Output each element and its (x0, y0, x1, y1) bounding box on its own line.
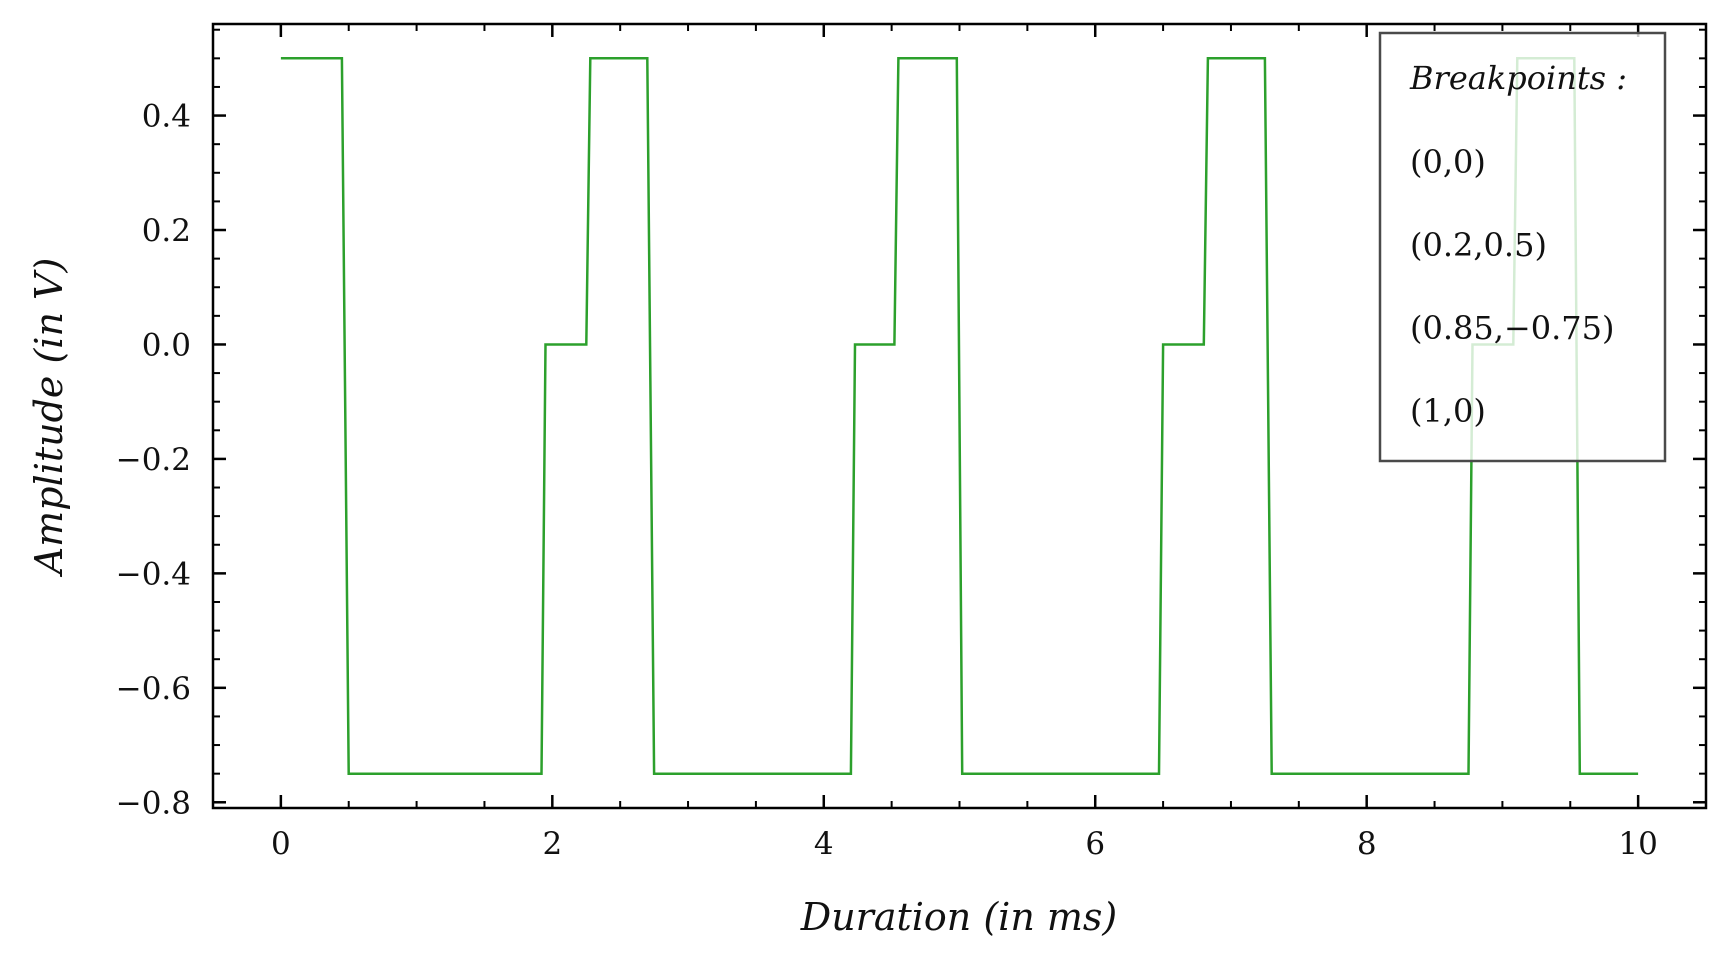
x-tick-label: 8 (1357, 826, 1377, 862)
x-axis-label: Duration (in ms) (800, 895, 1118, 939)
legend-box (1378, 31, 1667, 463)
legend: Breakpoints : (0,0) (0.2,0.5) (0.85,−0.7… (1378, 31, 1667, 463)
legend-entry: (0.2,0.5) (1410, 226, 1547, 264)
y-tick-label: −0.2 (116, 442, 191, 478)
y-tick-label: 0.0 (142, 327, 191, 363)
y-tick-label: 0.4 (142, 99, 191, 135)
y-axis-label: Amplitude (in V) (27, 258, 71, 578)
major-ticks (213, 24, 1706, 808)
y-tick-label: −0.6 (116, 671, 191, 707)
x-tick-labels: 0 2 4 6 8 10 (271, 826, 1658, 862)
legend-entry: (1,0) (1410, 392, 1486, 430)
y-tick-labels: 0.4 0.2 0.0 −0.2 −0.4 −0.6 −0.8 (116, 99, 191, 822)
y-tick-label: 0.2 (142, 213, 191, 249)
x-tick-label: 6 (1085, 826, 1105, 862)
x-tick-label: 0 (271, 826, 291, 862)
plot-frame (211, 22, 1708, 810)
legend-title: Breakpoints : (1409, 59, 1627, 97)
x-tick-label: 10 (1618, 826, 1657, 862)
x-tick-label: 2 (542, 826, 562, 862)
y-tick-label: −0.8 (116, 785, 191, 821)
legend-entry: (0,0) (1410, 143, 1486, 181)
x-tick-label: 4 (814, 826, 834, 862)
legend-entry: (0.85,−0.75) (1410, 309, 1614, 347)
y-tick-label: −0.4 (116, 556, 191, 592)
